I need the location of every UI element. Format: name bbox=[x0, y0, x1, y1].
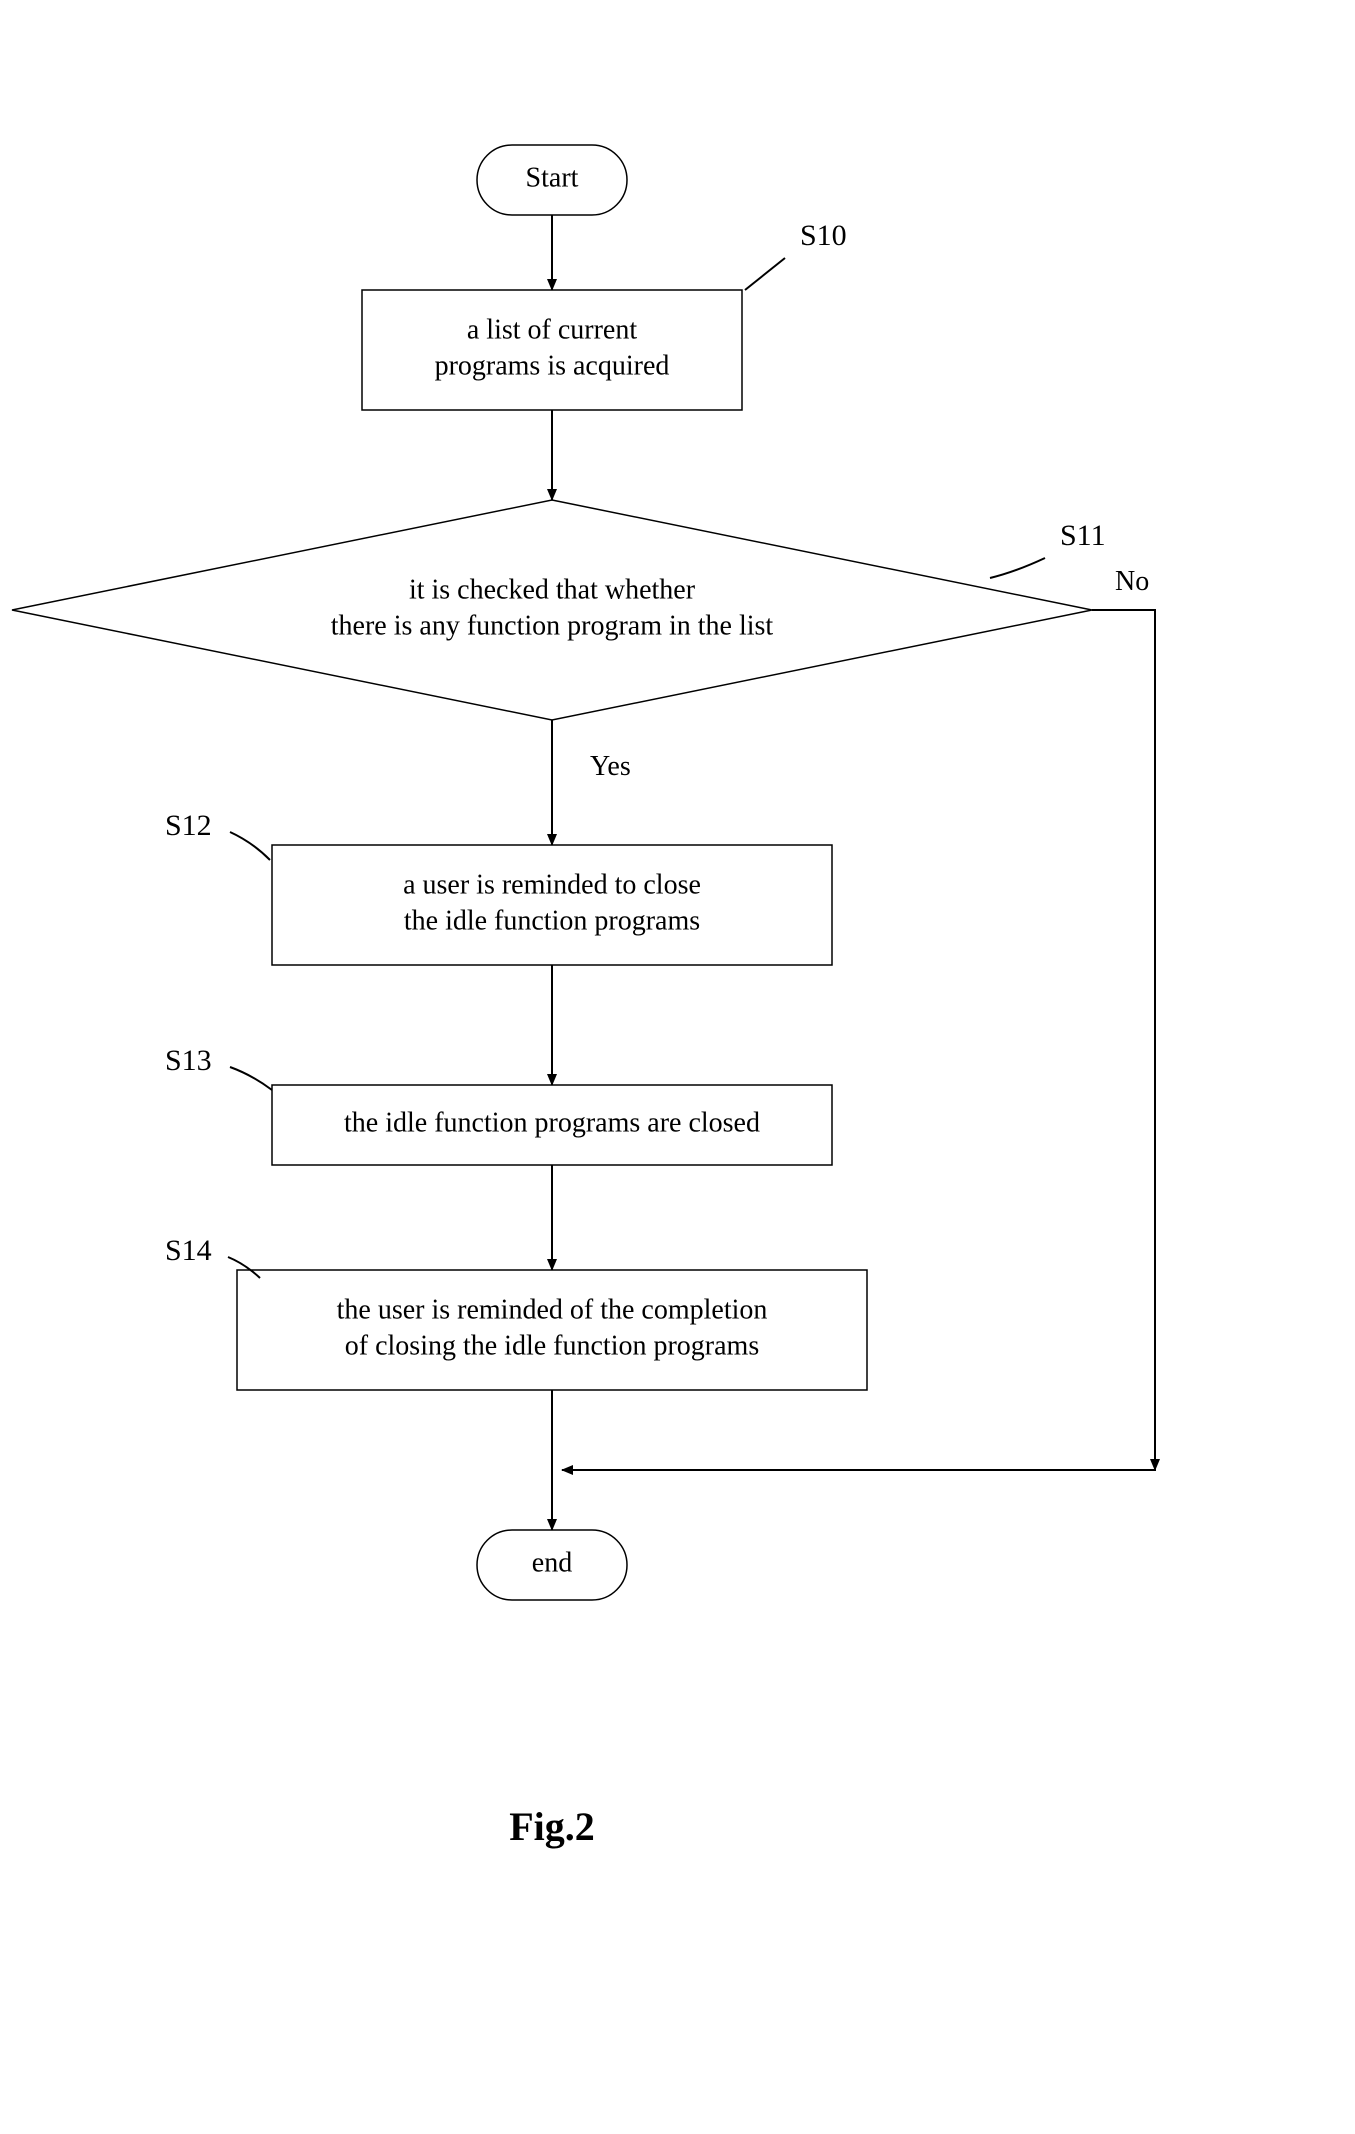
node-s12: a user is reminded to close the idle func… bbox=[272, 845, 832, 965]
node-end-text-line-0: end bbox=[532, 1547, 572, 1578]
step-label-s12: S12 bbox=[165, 809, 212, 842]
leader-s12 bbox=[230, 832, 270, 860]
node-start: Start bbox=[477, 145, 627, 215]
node-s14: the user is reminded of the completion of… bbox=[237, 1270, 867, 1390]
edge-label-no: No bbox=[1115, 566, 1149, 597]
step-label-s13: S13 bbox=[165, 1044, 212, 1077]
step-label-s14: S14 bbox=[165, 1234, 212, 1267]
node-s12-text-line-0: a user is reminded to close bbox=[403, 869, 701, 900]
node-s13-text-line-0: the idle function programs are closed bbox=[344, 1107, 760, 1138]
step-label-s10: S10 bbox=[800, 219, 847, 252]
node-end: end bbox=[477, 1530, 627, 1600]
node-s10-text-line-0: a list of current bbox=[467, 314, 637, 345]
node-s13: the idle function programs are closed bbox=[272, 1085, 832, 1165]
leader-s10 bbox=[745, 258, 785, 290]
node-start-text-line-0: Start bbox=[526, 162, 579, 193]
node-s14-text-line-1: of closing the idle function programs bbox=[345, 1330, 759, 1361]
node-s11-text-line-1: there is any function program in the lis… bbox=[331, 610, 774, 641]
leader-s13 bbox=[230, 1067, 272, 1090]
node-s14-text-line-0: the user is reminded of the completion bbox=[337, 1294, 768, 1325]
node-s10: a list of current programs is acquired bbox=[362, 290, 742, 410]
node-s11-text-line-0: it is checked that whether bbox=[409, 574, 696, 605]
figure-caption: Fig.2 bbox=[509, 1804, 595, 1849]
edge-label-yes: Yes bbox=[590, 751, 631, 782]
step-label-s11: S11 bbox=[1060, 519, 1106, 552]
node-s11: it is checked that whether there is any f… bbox=[12, 500, 1092, 720]
leader-s11 bbox=[990, 558, 1045, 578]
flowchart-canvas: Yes No Start a list of current programs is a… bbox=[0, 0, 1355, 2134]
node-s12-text-line-1: the idle function programs bbox=[404, 905, 700, 936]
node-s10-text-line-1: programs is acquired bbox=[435, 350, 670, 381]
